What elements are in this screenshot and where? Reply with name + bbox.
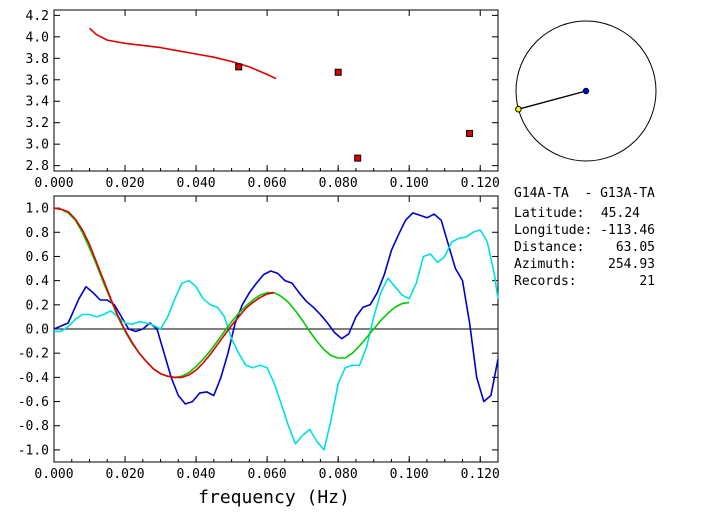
coherence-y-tick-label: 0.2 [26, 298, 49, 313]
coherence-x-tick-label: 0.020 [105, 467, 144, 482]
coherence-series-line-1 [54, 229, 499, 451]
velocity-y-tick-label: 4.0 [26, 30, 49, 45]
azimuth-line [518, 90, 587, 110]
coherence-y-tick-label: -0.2 [18, 347, 49, 362]
velocity-x-tick-label: 0.060 [248, 176, 287, 191]
coherence-series-line-3 [53, 207, 275, 379]
coherence-y-tick-label: -0.6 [18, 395, 49, 410]
velocity-data-point [466, 129, 474, 137]
coherence-y-tick-label: 0.6 [26, 250, 49, 265]
velocity-panel-frame [53, 9, 499, 172]
azimuth-plot [515, 20, 657, 162]
coherence-series-line-0 [53, 212, 499, 405]
velocity-panel-series [88, 27, 474, 162]
velocity-y-tick-label: 3.8 [26, 52, 49, 67]
coherence-x-tick-label: 0.000 [34, 467, 73, 482]
velocity-x-tick-label: 0.100 [390, 176, 429, 191]
velocity-x-tick-label: 0.000 [34, 176, 73, 191]
velocity-y-tick-label: 3.0 [26, 138, 49, 153]
coherence-y-tick-label: 0.4 [26, 274, 50, 289]
longitude-label: Longitude: [514, 223, 592, 238]
latitude-label: Latitude: [514, 206, 584, 221]
velocity-y-tick-label: 3.4 [26, 95, 50, 110]
x-axis-label: frequency (Hz) [198, 487, 350, 508]
longitude-value: -113.46 [600, 223, 655, 238]
coherence-y-tick-label: 0.8 [26, 226, 49, 241]
records-value: 21 [639, 274, 655, 289]
coherence-panel-series [53, 207, 499, 451]
station-info: G14A-TA - G13A-TA Latitude: 45.24 Longit… [514, 186, 655, 289]
velocity-y-tick-label: 3.6 [26, 73, 49, 88]
velocity-panel-ticks: 0.000 0.020 0.040 0.060 0.080 0.100 0.120 2.8 3.… [26, 9, 500, 191]
velocity-data-point [354, 154, 362, 162]
velocity-y-tick-label: 3.2 [26, 116, 49, 131]
azimuth-value: 254.93 [608, 257, 655, 272]
velocity-data-point [235, 63, 243, 71]
velocity-y-tick-label: 4.2 [26, 9, 49, 24]
distance-label: Distance: [514, 240, 584, 255]
coherence-y-tick-label: 1.0 [26, 202, 49, 217]
velocity-x-tick-label: 0.020 [105, 176, 144, 191]
coherence-x-tick-label: 0.080 [319, 467, 358, 482]
coherence-x-tick-label: 0.060 [248, 467, 287, 482]
velocity-x-tick-label: 0.080 [319, 176, 358, 191]
coherence-x-tick-label: 0.120 [461, 467, 500, 482]
coherence-panel-ticks: 0.000 0.020 0.040 0.060 0.080 0.100 0.120 -1.0 -… [18, 196, 500, 482]
station-pair: G14A-TA - G13A-TA [514, 186, 655, 201]
records-label: Records: [514, 274, 577, 289]
coherence-y-tick-label: 0.0 [26, 323, 49, 338]
velocity-y-tick-label: 2.8 [26, 159, 49, 174]
velocity-panel: 0.000 0.020 0.040 0.060 0.080 0.100 0.120 2.8 3.… [26, 9, 500, 191]
distance-value: 63.05 [616, 240, 655, 255]
azimuth-end-marker [515, 105, 522, 113]
coherence-x-tick-label: 0.100 [390, 467, 429, 482]
coherence-x-tick-label: 0.040 [177, 467, 216, 482]
coherence-y-tick-label: -0.8 [18, 419, 49, 434]
coherence-y-tick-label: -0.4 [18, 371, 49, 386]
velocity-x-tick-label: 0.040 [177, 176, 216, 191]
azimuth-center-marker [582, 87, 590, 95]
coherence-panel: 0.000 0.020 0.040 0.060 0.080 0.100 0.120 -1.0 -… [18, 195, 500, 508]
coherence-series-line-2 [53, 207, 410, 379]
latitude-value: 45.24 [601, 206, 640, 221]
velocity-data-point [334, 68, 342, 76]
velocity-series-line-0 [88, 27, 277, 80]
azimuth-label: Azimuth: [514, 257, 577, 272]
coherence-y-tick-label: -1.0 [18, 443, 49, 458]
velocity-x-tick-label: 0.120 [461, 176, 500, 191]
azimuth-circle [515, 20, 657, 162]
